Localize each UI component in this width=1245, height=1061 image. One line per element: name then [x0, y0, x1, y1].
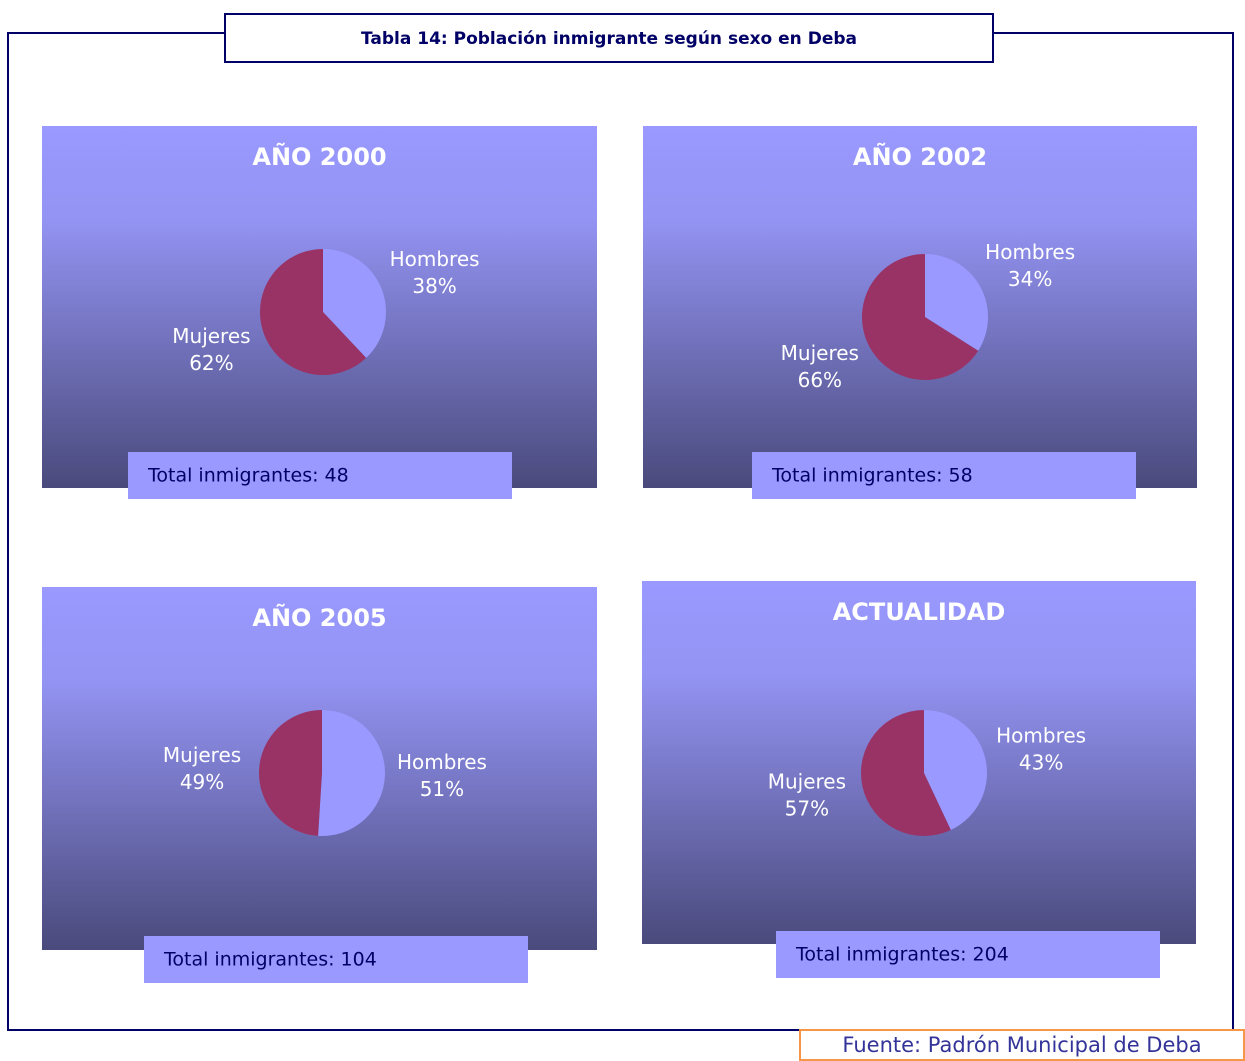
slice-label: Hombres	[390, 247, 480, 271]
chart-title: AÑO 2000	[252, 142, 386, 171]
slice-value: 51%	[420, 777, 464, 801]
slice-value: 66%	[798, 368, 842, 392]
total-box	[776, 931, 1160, 978]
frame	[993, 32, 1234, 1030]
total-box	[752, 452, 1136, 499]
total-box	[144, 936, 528, 983]
total-label: Total inmigrantes: 58	[771, 465, 973, 487]
pie-slice	[323, 249, 387, 358]
pie-slice	[318, 710, 385, 837]
chart-title: AÑO 2002	[853, 142, 987, 171]
slice-label: Hombres	[985, 240, 1075, 264]
slice-label: Mujeres	[781, 341, 859, 365]
pie-slice	[861, 710, 951, 837]
title-box	[224, 13, 994, 63]
slice-label: Hombres	[397, 750, 487, 774]
total-label: Total inmigrantes: 104	[163, 949, 377, 971]
chart-title: AÑO 2005	[252, 603, 386, 632]
total-box	[128, 452, 512, 499]
source-box	[799, 1029, 1245, 1061]
slice-value: 34%	[1008, 267, 1052, 291]
slice-value: 49%	[180, 770, 224, 794]
pie-slice	[862, 254, 979, 381]
slice-value: 38%	[412, 274, 456, 298]
pie-slice	[260, 249, 367, 375]
chart-title: ACTUALIDAD	[833, 598, 1006, 626]
slice-value: 62%	[189, 351, 233, 375]
pie-slice	[258, 710, 322, 836]
slice-label: Mujeres	[172, 324, 250, 348]
slice-label: Mujeres	[163, 743, 241, 767]
pie-slice	[924, 710, 988, 831]
page-title: Tabla 14: Población inmigrante según sex…	[361, 29, 857, 49]
slice-value: 43%	[1019, 751, 1063, 775]
total-label: Total inmigrantes: 48	[147, 465, 349, 487]
source: Fuente: Padrón Municipal de Deba	[842, 1033, 1201, 1057]
pie-slice	[925, 254, 989, 351]
total-label: Total inmigrantes: 204	[795, 944, 1009, 966]
frame	[7, 32, 800, 1031]
slice-label: Hombres	[996, 724, 1086, 748]
slice-label: Mujeres	[768, 769, 846, 793]
slice-value: 57%	[785, 796, 829, 820]
